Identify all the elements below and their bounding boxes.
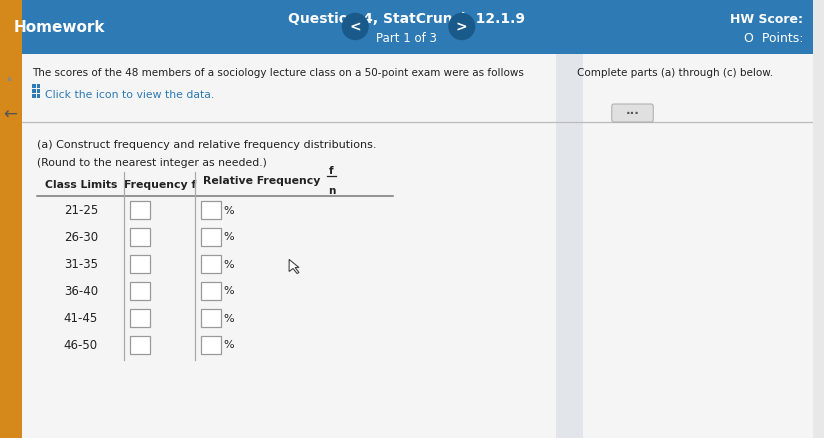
Bar — [31, 95, 35, 99]
Bar — [201, 282, 221, 300]
Bar — [555, 55, 583, 438]
Bar — [36, 95, 40, 99]
Text: %: % — [223, 205, 234, 215]
Bar — [130, 201, 150, 219]
Text: The scores of the 48 members of a sociology lecture class on a 50-point exam wer: The scores of the 48 members of a sociol… — [31, 68, 523, 78]
Bar — [130, 228, 150, 246]
Text: 26-30: 26-30 — [63, 230, 98, 244]
Circle shape — [343, 14, 368, 40]
Bar — [201, 201, 221, 219]
Bar — [130, 309, 150, 327]
Text: Relative Frequency: Relative Frequency — [204, 176, 321, 186]
Bar — [36, 90, 40, 94]
Text: ▴: ▴ — [7, 72, 12, 82]
Bar — [201, 309, 221, 327]
Text: Click the icon to view the data.: Click the icon to view the data. — [45, 90, 214, 100]
Bar — [201, 336, 221, 354]
Text: Class Limits: Class Limits — [44, 180, 117, 190]
Text: %: % — [223, 340, 234, 350]
Text: Question 4, StatCrunch 12.1.9: Question 4, StatCrunch 12.1.9 — [288, 12, 525, 26]
Text: <: < — [349, 21, 361, 35]
Text: 46-50: 46-50 — [63, 338, 98, 351]
Text: HW Score:: HW Score: — [730, 13, 803, 26]
Text: n: n — [328, 186, 335, 195]
Text: Frequency f: Frequency f — [124, 180, 196, 190]
Text: 36-40: 36-40 — [63, 284, 98, 297]
Text: %: % — [223, 313, 234, 323]
Text: %: % — [223, 232, 234, 242]
Text: (Round to the nearest integer as needed.): (Round to the nearest integer as needed.… — [38, 158, 267, 168]
Text: Homework: Homework — [14, 20, 105, 35]
Bar — [0, 0, 813, 55]
FancyBboxPatch shape — [611, 105, 653, 123]
Text: (a) Construct frequency and relative frequency distributions.: (a) Construct frequency and relative fre… — [38, 140, 377, 150]
Text: 41-45: 41-45 — [63, 311, 98, 324]
Bar — [130, 282, 150, 300]
Circle shape — [449, 14, 475, 40]
Text: >: > — [456, 21, 468, 35]
Text: ←: ← — [3, 106, 16, 124]
Bar — [130, 255, 150, 273]
Text: ···: ··· — [625, 107, 639, 120]
Bar — [0, 0, 21, 438]
Bar — [31, 90, 35, 94]
Bar — [201, 255, 221, 273]
Bar — [36, 85, 40, 89]
Text: Complete parts (a) through (c) below.: Complete parts (a) through (c) below. — [578, 68, 774, 78]
Bar — [31, 85, 35, 89]
Bar — [130, 336, 150, 354]
Bar — [0, 55, 813, 438]
Text: 21-25: 21-25 — [63, 204, 98, 216]
Text: %: % — [223, 286, 234, 296]
PathPatch shape — [289, 260, 299, 274]
Text: Part 1 of 3: Part 1 of 3 — [376, 32, 437, 45]
Text: f: f — [330, 166, 334, 176]
Bar — [201, 228, 221, 246]
Text: O  Points:: O Points: — [744, 32, 803, 45]
Text: %: % — [223, 259, 234, 269]
Text: 31-35: 31-35 — [64, 258, 98, 270]
